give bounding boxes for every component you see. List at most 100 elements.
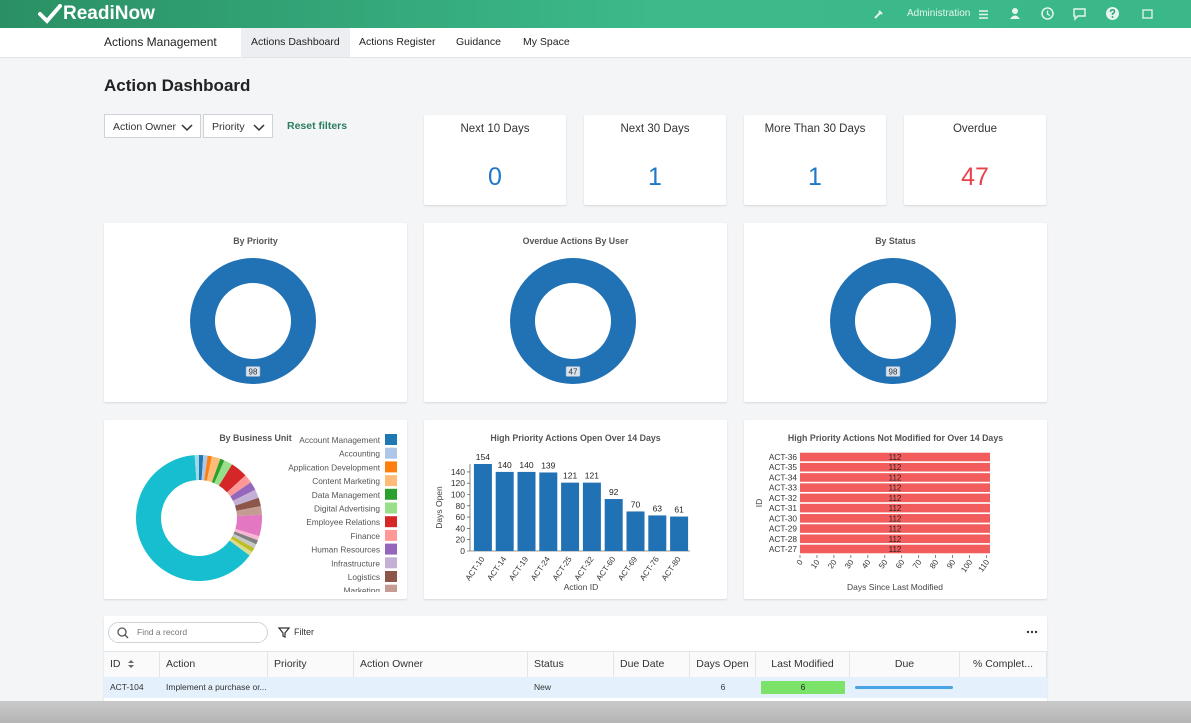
chart-card: High Priority Actions Open Over 14 Days 0… [424, 420, 727, 599]
x-tick-label: 20 [826, 558, 839, 571]
bar [648, 515, 667, 551]
nav-bar: Actions Management Actions Dashboard Acti… [0, 28, 1191, 58]
filter-dropdown[interactable]: Priority [203, 114, 273, 138]
cell-value: 6 [800, 682, 806, 692]
column-header[interactable]: Priority [268, 652, 354, 677]
legend-swatch [385, 447, 397, 459]
chat-icon[interactable] [1072, 7, 1087, 21]
more-menu[interactable] [1026, 630, 1038, 634]
column-header[interactable]: % Complet... [960, 652, 1047, 677]
filter-dropdown[interactable]: Action Owner [104, 114, 201, 138]
chart-card: By Business Unit Account Management Accoun… [104, 420, 407, 599]
bottom-bar [0, 701, 1191, 723]
brand: ReadiNow [63, 3, 155, 24]
donut-slice [232, 533, 257, 549]
column-title: Status [534, 658, 564, 670]
top-bar: ReadiNow Administration [0, 0, 1191, 28]
donut-slice [211, 458, 225, 484]
nav-tab[interactable]: Guidance [456, 36, 501, 48]
data-label: 112 [889, 514, 902, 523]
kpi-label: Next 10 Days [460, 123, 530, 135]
legend-label: Employee Relations [306, 517, 380, 527]
bar [473, 464, 492, 551]
table-cell: Implement a purchase or... [166, 682, 267, 692]
user-icon[interactable] [1009, 7, 1021, 20]
chart: High Priority Actions Open Over 14 Days 0… [434, 433, 690, 592]
filter-button[interactable]: Filter [294, 627, 314, 637]
bar [582, 482, 601, 551]
data-label: 92 [609, 487, 619, 497]
column-header[interactable]: Action [160, 652, 268, 677]
data-label: 112 [889, 453, 902, 462]
y-tick-label: 140 [451, 467, 465, 477]
donut-slice [232, 489, 259, 506]
table-row[interactable]: ACT-104 Implement a purchase or... New 6 6 [104, 677, 1047, 698]
bar [800, 473, 990, 482]
column-header[interactable]: Action Owner [354, 652, 528, 677]
chart-card: Overdue Actions By User 47 [424, 223, 727, 402]
y-tick-label: ACT-35 [769, 462, 798, 472]
data-label: 112 [889, 484, 902, 493]
due-bar [855, 686, 953, 689]
column-header[interactable]: Due [850, 652, 960, 677]
admin-menu[interactable]: Administration [907, 8, 971, 19]
legend-label: Accounting [339, 449, 380, 459]
menu-icon[interactable] [979, 10, 989, 19]
chart: By Status 98 [830, 236, 956, 384]
data-label: 140 [519, 460, 533, 470]
app-name: Actions Management [104, 35, 217, 49]
logo-icon [38, 4, 62, 24]
donut-slice [230, 482, 256, 501]
data-label: 63 [653, 503, 663, 513]
filter-label: Action Owner [113, 121, 177, 133]
table-cell: 6 [720, 682, 726, 692]
kpi-label: Overdue [952, 123, 998, 135]
column-header[interactable]: Last Modified [756, 652, 850, 677]
bar [800, 483, 990, 492]
page-title: Action Dashboard [104, 76, 251, 95]
chevron [253, 124, 265, 132]
legend-label: Account Management [299, 435, 380, 445]
nav-tab[interactable]: Actions Register [359, 36, 436, 48]
column-header[interactable]: Status [528, 652, 614, 677]
kpi-card: Overdue 47 [904, 115, 1046, 205]
history-icon[interactable] [1040, 6, 1055, 21]
expand-icon[interactable] [1142, 9, 1153, 19]
search-box[interactable]: Find a record [108, 622, 268, 643]
wrench-icon[interactable] [874, 9, 884, 19]
legend: Account Management Accounting Application … [288, 434, 397, 596]
column-header[interactable]: ID [104, 652, 160, 677]
nav-tab[interactable]: Actions Dashboard [241, 28, 350, 57]
y-tick-label: ACT-28 [769, 534, 798, 544]
legend-swatch [385, 502, 397, 514]
y-tick-label: 20 [456, 535, 466, 545]
filter-icon[interactable] [278, 627, 290, 638]
column-header[interactable]: Due Date [614, 652, 690, 677]
help-icon[interactable] [1105, 6, 1120, 21]
y-tick-label: ACT-36 [769, 452, 798, 462]
column-title: Days Open [696, 658, 749, 670]
column-header[interactable]: Days Open [690, 652, 756, 677]
x-tick-label: ACT-19 [507, 555, 530, 583]
chart-card: By Priority 98 [104, 223, 407, 402]
y-tick-label: 60 [456, 512, 466, 522]
nav-tab[interactable]: My Space [523, 36, 570, 48]
reset-filters[interactable]: Reset filters [287, 120, 348, 132]
table-cell: ACT-104 [110, 682, 144, 692]
y-tick-label: 120 [451, 478, 465, 488]
x-tick-label: 40 [860, 558, 873, 571]
y-tick-label: 0 [460, 546, 465, 556]
column-title: % Complet... [972, 658, 1034, 670]
legend-label: Logistics [348, 572, 380, 582]
chart-title: High Priority Actions Open Over 14 Days [490, 433, 660, 443]
data-label: 121 [585, 471, 599, 481]
data-label: 70 [631, 499, 641, 509]
chart: Overdue Actions By User 47 [510, 236, 636, 384]
donut-slice [136, 455, 250, 581]
y-tick-label: 100 [451, 490, 465, 500]
column-title: ID [110, 658, 121, 670]
donut-slice [235, 514, 262, 537]
legend-label: Marketing [344, 586, 381, 596]
bar [539, 472, 558, 551]
data-label: 112 [889, 473, 902, 482]
